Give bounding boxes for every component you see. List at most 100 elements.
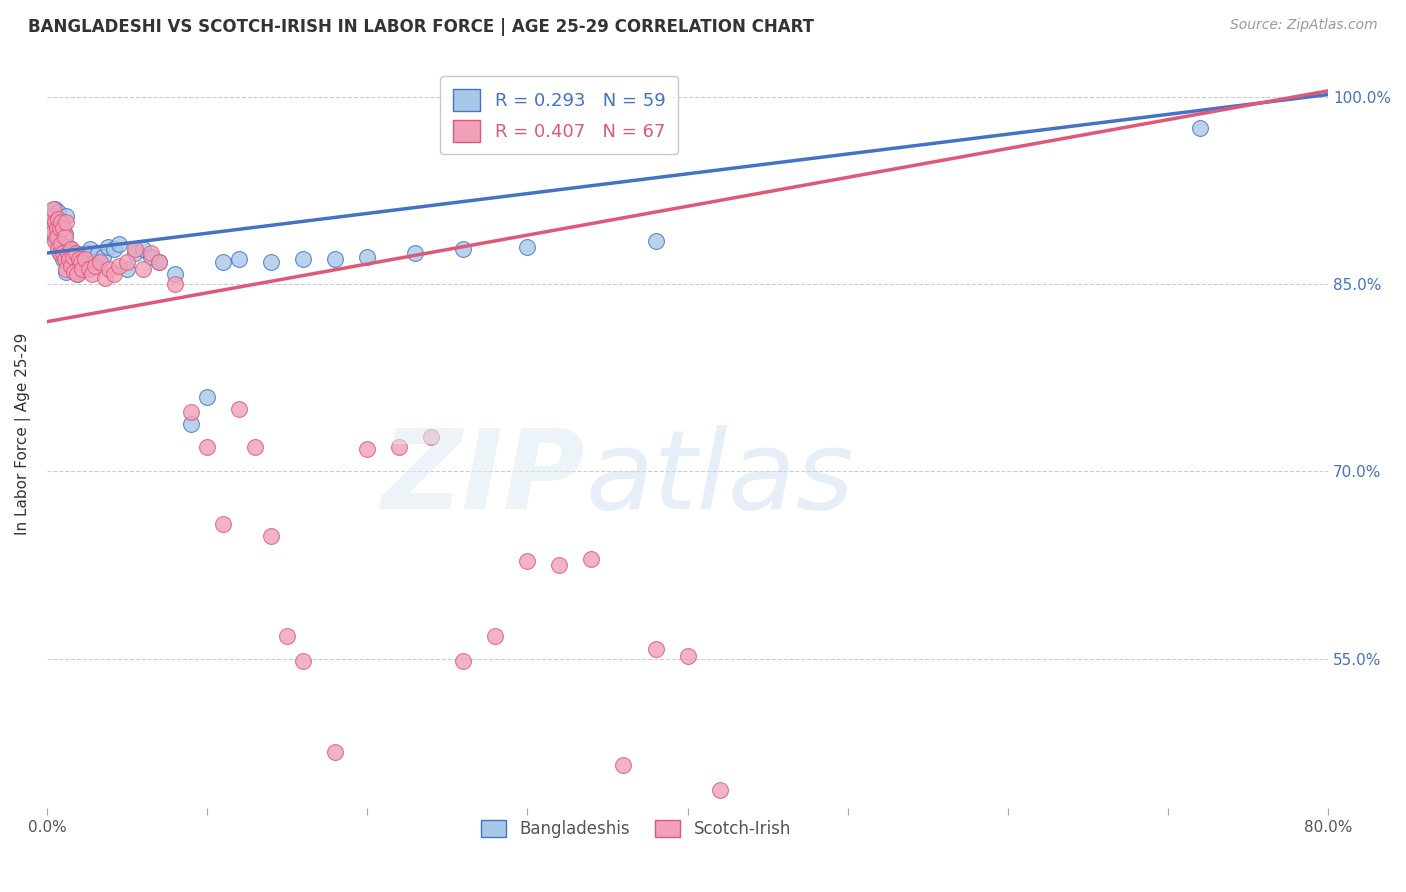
Point (56, 246, 79, 260)
Point (39, 215, 62, 229)
Point (84, 259, 107, 273)
Point (55, 265, 77, 279)
Point (42, 225, 65, 239)
Point (548, 558, 571, 572)
Point (516, 240, 538, 254)
Point (388, 440, 411, 454)
Point (65, 246, 87, 260)
Text: ZIP: ZIP (381, 425, 585, 533)
Point (69, 254, 91, 268)
Point (484, 629, 506, 643)
Point (46, 212, 69, 227)
Point (260, 529, 283, 543)
Point (42, 209, 65, 223)
Point (87, 246, 110, 260)
Text: Source: ZipAtlas.com: Source: ZipAtlas.com (1230, 18, 1378, 32)
Point (59, 242, 82, 256)
Point (404, 246, 426, 260)
Point (67, 252, 90, 267)
Point (516, 554, 538, 568)
Point (45, 221, 67, 235)
Point (63, 262, 86, 277)
Point (59, 259, 82, 273)
Point (243, 440, 266, 454)
Point (292, 654, 315, 668)
Point (53, 230, 76, 244)
Y-axis label: In Labor Force | Age 25-29: In Labor Force | Age 25-29 (15, 333, 31, 535)
Point (180, 417, 202, 431)
Point (103, 267, 125, 281)
Point (356, 250, 378, 264)
Point (260, 254, 283, 268)
Point (77, 262, 100, 277)
Point (108, 259, 131, 273)
Point (46, 205, 69, 219)
Point (124, 246, 146, 260)
Point (49, 221, 72, 235)
Point (356, 442, 378, 456)
Point (53, 246, 76, 260)
Point (709, 782, 731, 797)
Point (65, 246, 87, 260)
Point (52, 252, 75, 267)
Point (276, 629, 298, 643)
Point (45, 234, 67, 248)
Point (44, 230, 66, 244)
Point (212, 254, 235, 268)
Point (581, 551, 603, 566)
Point (51, 215, 73, 229)
Point (58, 252, 80, 267)
Point (49, 246, 72, 260)
Point (59, 259, 82, 273)
Point (165, 267, 187, 281)
Point (103, 242, 125, 256)
Point (228, 402, 250, 417)
Point (132, 262, 155, 277)
Point (56, 246, 79, 260)
Point (91, 250, 114, 264)
Point (212, 516, 235, 531)
Point (124, 242, 146, 256)
Point (612, 757, 634, 772)
Point (51, 237, 73, 252)
Point (62, 252, 84, 267)
Point (73, 262, 96, 277)
Text: atlas: atlas (585, 425, 853, 533)
Point (52, 221, 75, 235)
Point (75, 252, 97, 267)
Point (44, 215, 66, 229)
Point (62, 250, 84, 264)
Point (180, 404, 202, 418)
Point (644, 234, 666, 248)
Point (51, 240, 73, 254)
Point (66, 267, 89, 281)
Point (84, 254, 107, 268)
Point (148, 254, 170, 268)
Point (66, 267, 89, 281)
Point (139, 246, 162, 260)
Point (67, 252, 90, 267)
Point (56, 240, 79, 254)
Point (55, 262, 77, 277)
Point (70, 259, 93, 273)
Point (139, 250, 162, 264)
Point (58, 252, 80, 267)
Point (676, 649, 699, 664)
Point (89, 254, 111, 268)
Point (45, 230, 67, 244)
Point (165, 277, 187, 292)
Point (195, 390, 218, 404)
Point (46, 224, 69, 238)
Point (323, 252, 346, 267)
Point (63, 265, 86, 279)
Point (70, 262, 93, 277)
Point (44, 234, 66, 248)
Point (115, 262, 138, 277)
Point (76, 246, 98, 260)
Point (52, 246, 75, 260)
Point (41, 221, 63, 235)
Point (97, 240, 120, 254)
Point (132, 242, 155, 256)
Point (53, 252, 76, 267)
Point (53, 227, 76, 242)
